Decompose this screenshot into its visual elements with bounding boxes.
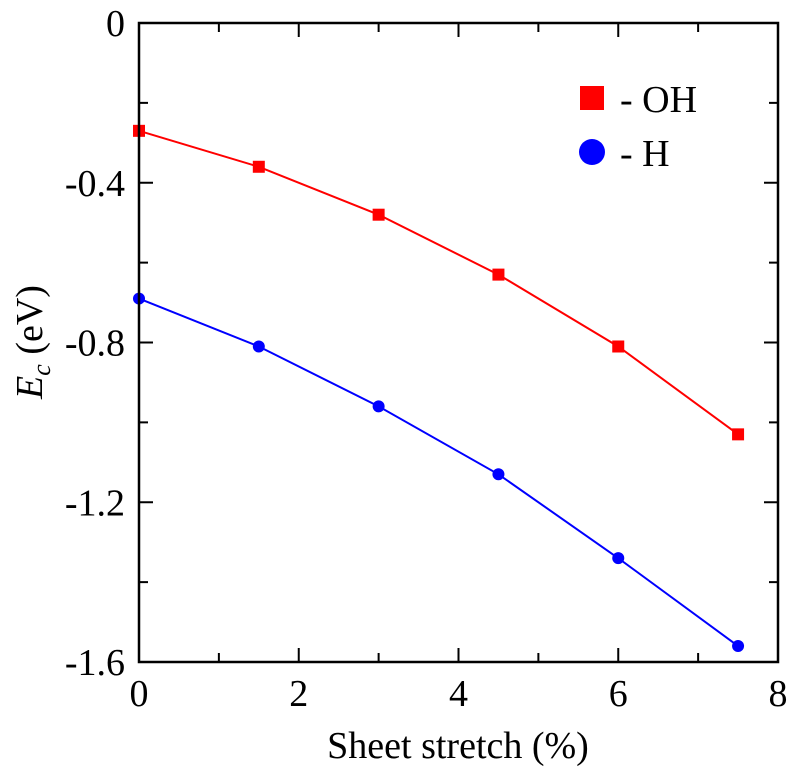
x-axis-label: Sheet stretch (%) xyxy=(327,725,589,767)
y-tick-label: -1.6 xyxy=(65,642,125,684)
data-point-oh xyxy=(612,340,625,353)
data-point-oh xyxy=(372,208,385,221)
data-point-oh xyxy=(252,160,265,173)
x-tick-label: 4 xyxy=(449,673,468,715)
data-point-h xyxy=(732,640,745,653)
data-point-oh xyxy=(732,428,745,441)
y-tick-label: -1.2 xyxy=(65,482,125,524)
series-line-1 xyxy=(138,297,739,647)
data-point-oh xyxy=(492,268,505,281)
x-tick-label: 6 xyxy=(609,673,628,715)
y-axis-label: Ec (eV) xyxy=(9,285,56,400)
legend: - OH - H xyxy=(579,79,697,175)
legend-marker-h xyxy=(579,139,605,165)
data-point-h xyxy=(612,552,625,565)
legend-marker-oh xyxy=(580,86,604,110)
x-tick-label: 8 xyxy=(769,673,788,715)
series-line-0 xyxy=(138,129,739,436)
data-point-h xyxy=(372,400,385,413)
x-tick-label: 0 xyxy=(130,673,149,715)
x-tick-label: 2 xyxy=(289,673,308,715)
legend-label-h: - H xyxy=(620,133,670,175)
y-tick-label: 0 xyxy=(106,3,125,45)
data-point-h xyxy=(252,340,265,353)
legend-label-oh: - OH xyxy=(620,79,697,121)
y-tick-label: -0.8 xyxy=(65,323,125,365)
data-point-h xyxy=(492,468,505,481)
y-tick-label: -0.4 xyxy=(65,163,125,205)
